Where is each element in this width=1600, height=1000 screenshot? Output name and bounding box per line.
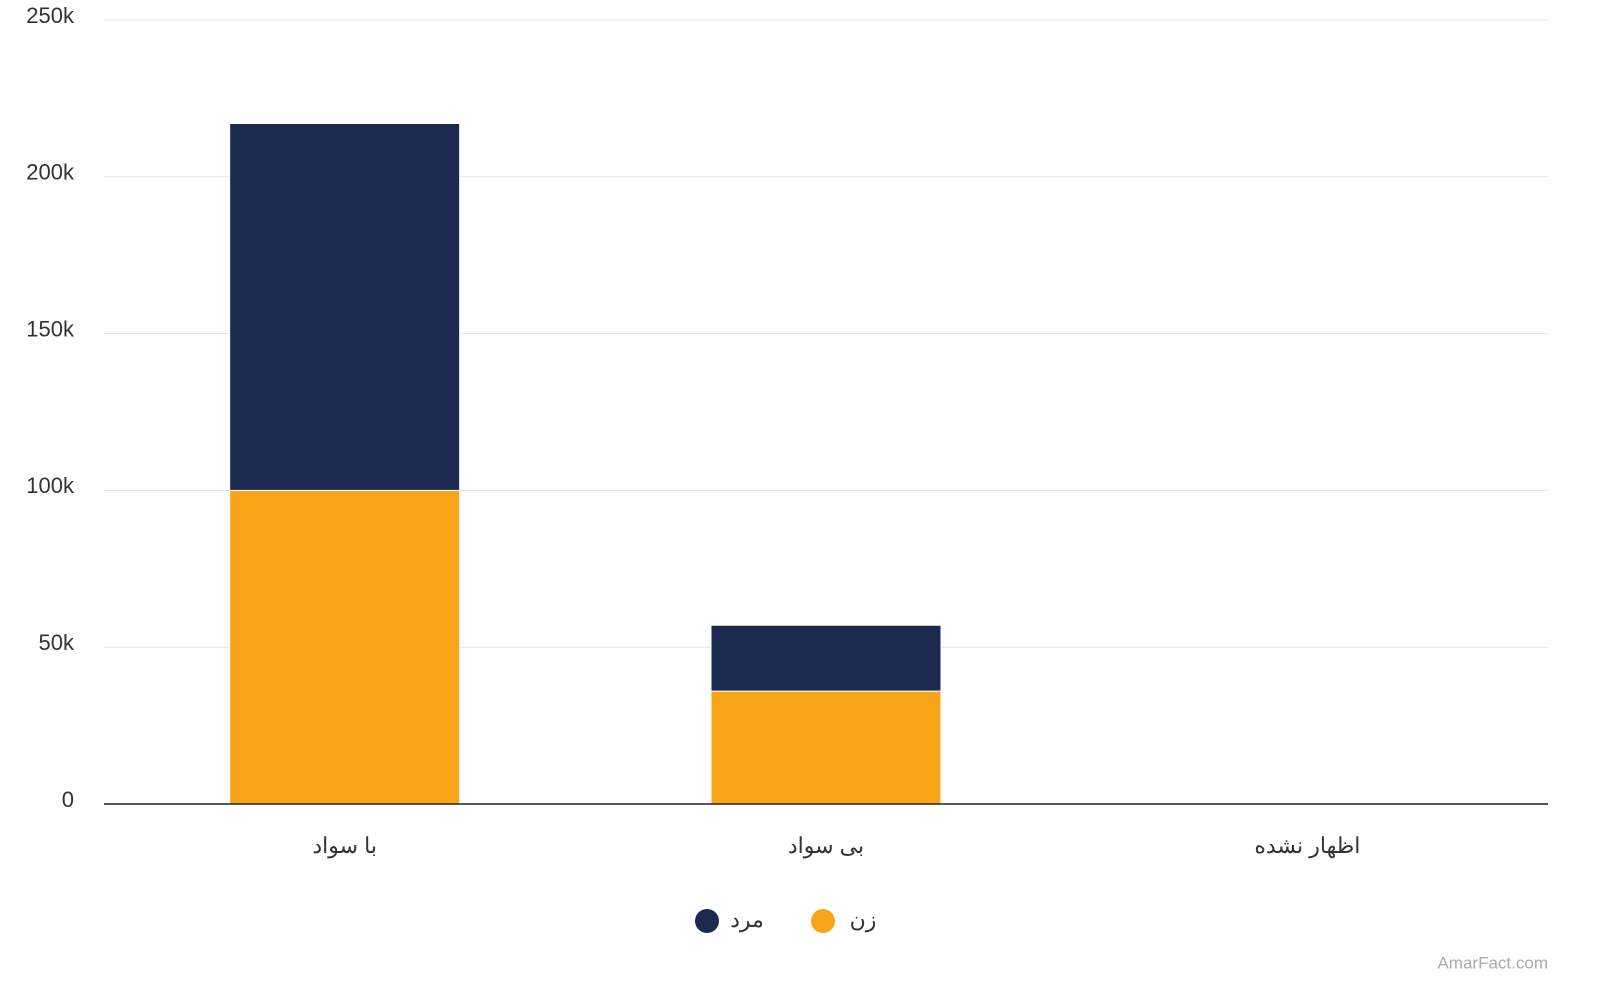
legend-label: زن xyxy=(850,907,877,933)
bar-segment xyxy=(710,690,942,805)
x-tick-label: اظهار نشده xyxy=(1254,833,1360,859)
y-tick-label: 100k xyxy=(26,473,75,498)
legend-marker xyxy=(695,909,719,933)
x-tick-label: بی سواد xyxy=(788,833,864,859)
legend-marker xyxy=(811,909,835,933)
y-tick-label: 0 xyxy=(62,787,74,812)
y-tick-label: 250k xyxy=(26,3,75,28)
x-tick-label: با سواد xyxy=(312,833,377,859)
watermark: AmarFact.com xyxy=(1437,953,1548,972)
y-tick-label: 200k xyxy=(26,160,75,185)
bar-segment xyxy=(710,624,942,692)
y-tick-label: 150k xyxy=(26,316,75,341)
bar-segment xyxy=(229,122,461,491)
legend-label: مرد xyxy=(730,907,764,933)
y-tick-label: 50k xyxy=(39,630,75,655)
bar-segment xyxy=(229,489,461,805)
